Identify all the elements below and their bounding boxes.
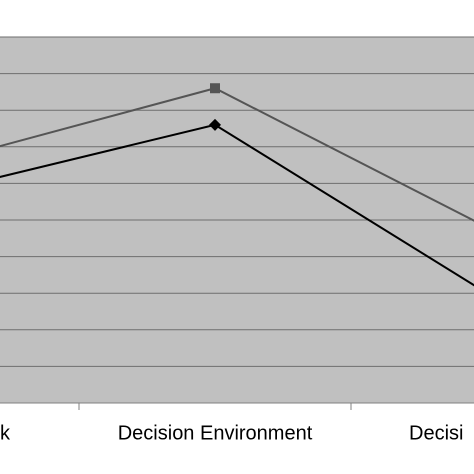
- x-axis: k Decision Environment Decisi: [0, 402, 474, 444]
- x-tick-label: Decision Environment: [118, 422, 313, 444]
- marker: [209, 118, 221, 131]
- marker: [210, 83, 220, 94]
- x-tick-label: Decisi: [409, 422, 463, 444]
- plot: [0, 36, 474, 404]
- x-tick-label: k: [0, 422, 11, 444]
